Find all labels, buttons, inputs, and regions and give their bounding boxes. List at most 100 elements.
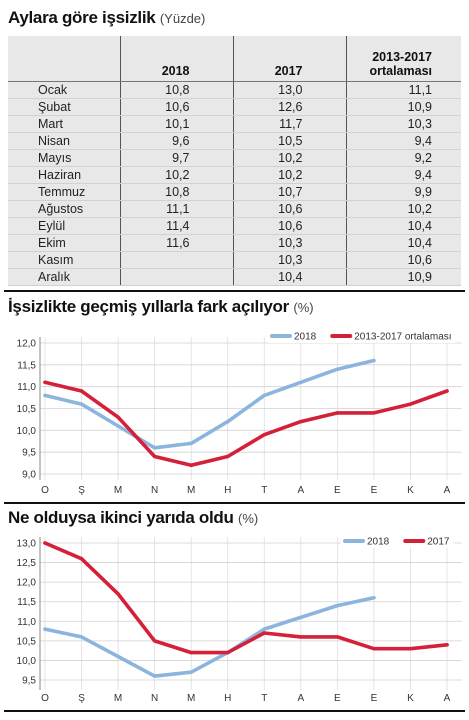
legend-label: 2013-2017 ortalaması xyxy=(354,332,451,343)
legend-background xyxy=(341,534,454,548)
data-point-2013-2017-ortalamasi xyxy=(262,433,266,437)
line-chart-2018-vs-average: 12,0 11,5 11,0 10,5 10,0 9,5 9,0 O Ş M N M H T A E E K A 20… xyxy=(17,329,462,496)
chart2-unit-label: (%) xyxy=(238,511,259,526)
y-tick-label: 12,5 xyxy=(17,558,37,569)
table-row: Mayıs 9,7 10,2 9,2 xyxy=(8,149,461,167)
month-cell: Ağustos xyxy=(8,200,120,218)
y-tick-label: 13,0 xyxy=(17,539,37,550)
data-point-2018 xyxy=(189,670,193,674)
y-tick-label: 11,5 xyxy=(17,597,36,608)
table-body: Ocak 10,8 13,0 11,1 Şubat 10,6 12,6 10,9 Mart 10,… xyxy=(8,81,461,286)
data-point-2018 xyxy=(43,627,47,631)
value-2017-cell: 10,3 xyxy=(232,234,346,252)
data-point-2018 xyxy=(372,596,376,600)
value-2018-cell: 9,6 xyxy=(119,132,233,150)
value-average-cell: 10,9 xyxy=(345,98,461,116)
x-tick-label: K xyxy=(407,485,414,496)
value-average-cell: 10,3 xyxy=(345,115,461,133)
value-2017-cell: 10,2 xyxy=(232,149,346,167)
section-divider xyxy=(4,710,465,712)
value-2017-cell: 10,3 xyxy=(232,251,346,269)
series-line-2017 xyxy=(43,541,449,655)
data-point-2013-2017-ortalamasi xyxy=(445,389,449,393)
table-title: Aylara göre işsizlik xyxy=(8,8,156,27)
y-tick-label: 11,0 xyxy=(17,382,36,393)
x-tick-label: T xyxy=(261,693,267,704)
chart2-title: Ne olduysa ikinci yarıda oldu xyxy=(8,508,234,527)
table-row: Haziran 10,2 10,2 9,4 xyxy=(8,166,461,184)
month-cell: Ekim xyxy=(8,234,120,252)
value-2017-cell: 10,5 xyxy=(232,132,346,150)
value-2018-cell xyxy=(119,268,233,286)
value-2017-cell: 11,7 xyxy=(232,115,346,133)
value-2018-cell xyxy=(119,251,233,269)
data-point-2017 xyxy=(335,635,340,639)
data-point-2013-2017-ortalamasi xyxy=(189,463,193,467)
section-divider xyxy=(4,502,465,504)
chart2-header: Ne olduysa ikinci yarıda oldu (%) xyxy=(8,508,258,529)
month-cell: Temmuz xyxy=(8,183,120,201)
data-point-2017 xyxy=(43,541,47,545)
data-point-2017 xyxy=(226,650,230,655)
value-2018-cell: 11,1 xyxy=(119,200,233,218)
value-2018-cell: 10,1 xyxy=(119,115,233,133)
x-tick-label: E xyxy=(334,693,341,704)
x-tick-label: H xyxy=(224,485,231,496)
value-2018-cell: 9,7 xyxy=(119,149,233,167)
x-tick-label: T xyxy=(261,485,267,496)
data-point-2017 xyxy=(408,647,413,651)
data-point-2013-2017-ortalamasi xyxy=(408,402,413,406)
data-point-2013-2017-ortalamasi xyxy=(299,419,303,424)
chart-legend: 2018 2017 xyxy=(341,534,454,548)
table-row: Ekim 11,6 10,3 10,4 xyxy=(8,234,461,252)
data-point-2017 xyxy=(445,643,449,647)
data-point-2013-2017-ortalamasi xyxy=(116,415,120,419)
data-point-2013-2017-ortalamasi xyxy=(79,389,84,393)
value-2018-cell: 10,2 xyxy=(119,166,233,184)
table-header-row: 2018 2017 2013-2017 ortalaması xyxy=(8,36,461,82)
x-tick-label: N xyxy=(151,485,158,496)
column-header-month xyxy=(8,36,120,82)
data-point-2017 xyxy=(372,647,376,651)
table-unit-label: (Yüzde) xyxy=(159,11,206,26)
data-point-2018 xyxy=(79,402,84,406)
x-tick-label: E xyxy=(371,693,378,704)
series-line-2013-2017-ortalamasi xyxy=(43,380,449,468)
y-tick-label: 12,0 xyxy=(17,578,37,589)
value-average-cell: 9,4 xyxy=(345,166,461,184)
value-average-cell: 11,1 xyxy=(345,81,461,99)
legend-background xyxy=(268,329,456,343)
x-tick-label: O xyxy=(41,485,49,496)
data-point-2013-2017-ortalamasi xyxy=(43,380,47,384)
data-point-2017 xyxy=(152,639,157,643)
value-2018-cell: 11,4 xyxy=(119,217,233,235)
data-point-2013-2017-ortalamasi xyxy=(152,454,157,459)
data-point-2017 xyxy=(189,650,193,655)
chart-legend: 2018 2013-2017 ortalaması xyxy=(268,329,456,343)
value-2018-cell: 10,8 xyxy=(119,81,233,99)
y-tick-label: 10,5 xyxy=(17,404,37,415)
column-header-2013-2017-average: 2013-2017 ortalaması xyxy=(345,36,461,82)
month-cell: Mayıs xyxy=(8,149,120,167)
data-point-2018 xyxy=(262,627,266,631)
x-tick-label: M xyxy=(114,485,122,496)
unemployment-by-month-table: 2018 2017 2013-2017 ortalaması Ocak 10,8 13,… xyxy=(8,36,461,286)
value-average-cell: 10,4 xyxy=(345,217,461,235)
data-point-2013-2017-ortalamasi xyxy=(226,454,230,459)
x-tick-label: M xyxy=(114,693,122,704)
month-cell: Eylül xyxy=(8,217,120,235)
value-2017-cell: 10,2 xyxy=(232,166,346,184)
month-cell: Ocak xyxy=(8,81,120,99)
table-row: Mart 10,1 11,7 10,3 xyxy=(8,115,461,133)
x-tick-label: A xyxy=(297,693,304,704)
x-tick-label: Ş xyxy=(78,693,85,704)
legend-label: 2017 xyxy=(427,537,450,548)
value-2017-cell: 13,0 xyxy=(232,81,346,99)
x-tick-label: M xyxy=(187,693,195,704)
x-tick-label: M xyxy=(187,485,195,496)
y-tick-label: 10,0 xyxy=(17,656,37,667)
legend-label: 2018 xyxy=(367,537,390,548)
x-tick-label: A xyxy=(297,485,304,496)
x-tick-label: H xyxy=(224,693,231,704)
y-tick-label: 10,0 xyxy=(17,426,37,437)
